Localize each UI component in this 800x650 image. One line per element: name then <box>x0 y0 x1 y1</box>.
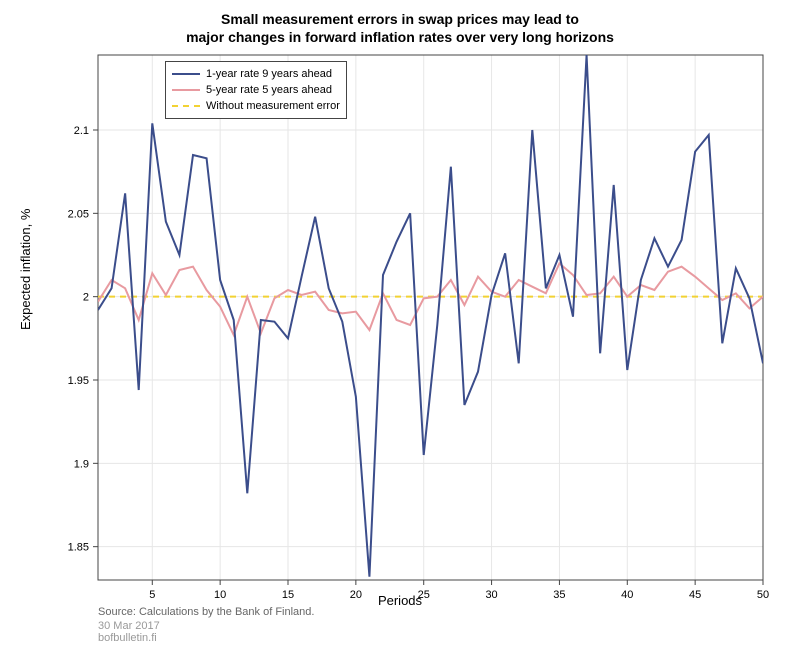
legend: 1-year rate 9 years ahead 5-year rate 5 y… <box>165 61 347 119</box>
legend-swatch <box>172 89 200 91</box>
source-text: Source: Calculations by the Bank of Finl… <box>98 606 314 618</box>
y-tick-label: 1.95 <box>68 375 89 387</box>
legend-item: Without measurement error <box>172 98 340 114</box>
series-line <box>98 263 763 335</box>
legend-swatch <box>172 105 200 107</box>
y-tick-label: 1.85 <box>68 542 89 554</box>
site-text: bofbulletin.fi <box>98 632 157 644</box>
y-tick-label: 1.9 <box>74 458 89 470</box>
y-tick-label: 2.05 <box>68 208 89 220</box>
legend-label: Without measurement error <box>206 100 340 112</box>
legend-item: 1-year rate 9 years ahead <box>172 66 340 82</box>
y-tick-label: 2.1 <box>74 125 89 137</box>
legend-label: 5-year rate 5 years ahead <box>206 84 332 96</box>
series-line <box>98 55 763 577</box>
y-ticks: 1.85 1.9 1.95 2 2.05 2.1 <box>68 125 98 554</box>
series-group <box>98 55 763 577</box>
legend-swatch <box>172 73 200 75</box>
y-tick-label: 2 <box>83 292 89 304</box>
legend-item: 5-year rate 5 years ahead <box>172 82 340 98</box>
chart-container: Small measurement errors in swap prices … <box>0 0 800 650</box>
plot-border <box>98 55 763 580</box>
date-text: 30 Mar 2017 <box>98 620 160 632</box>
gridlines <box>98 55 763 580</box>
chart-svg: 5101520253035404550 1.851.91.9522.052.1 <box>0 0 800 650</box>
legend-label: 1-year rate 9 years ahead <box>206 68 332 80</box>
